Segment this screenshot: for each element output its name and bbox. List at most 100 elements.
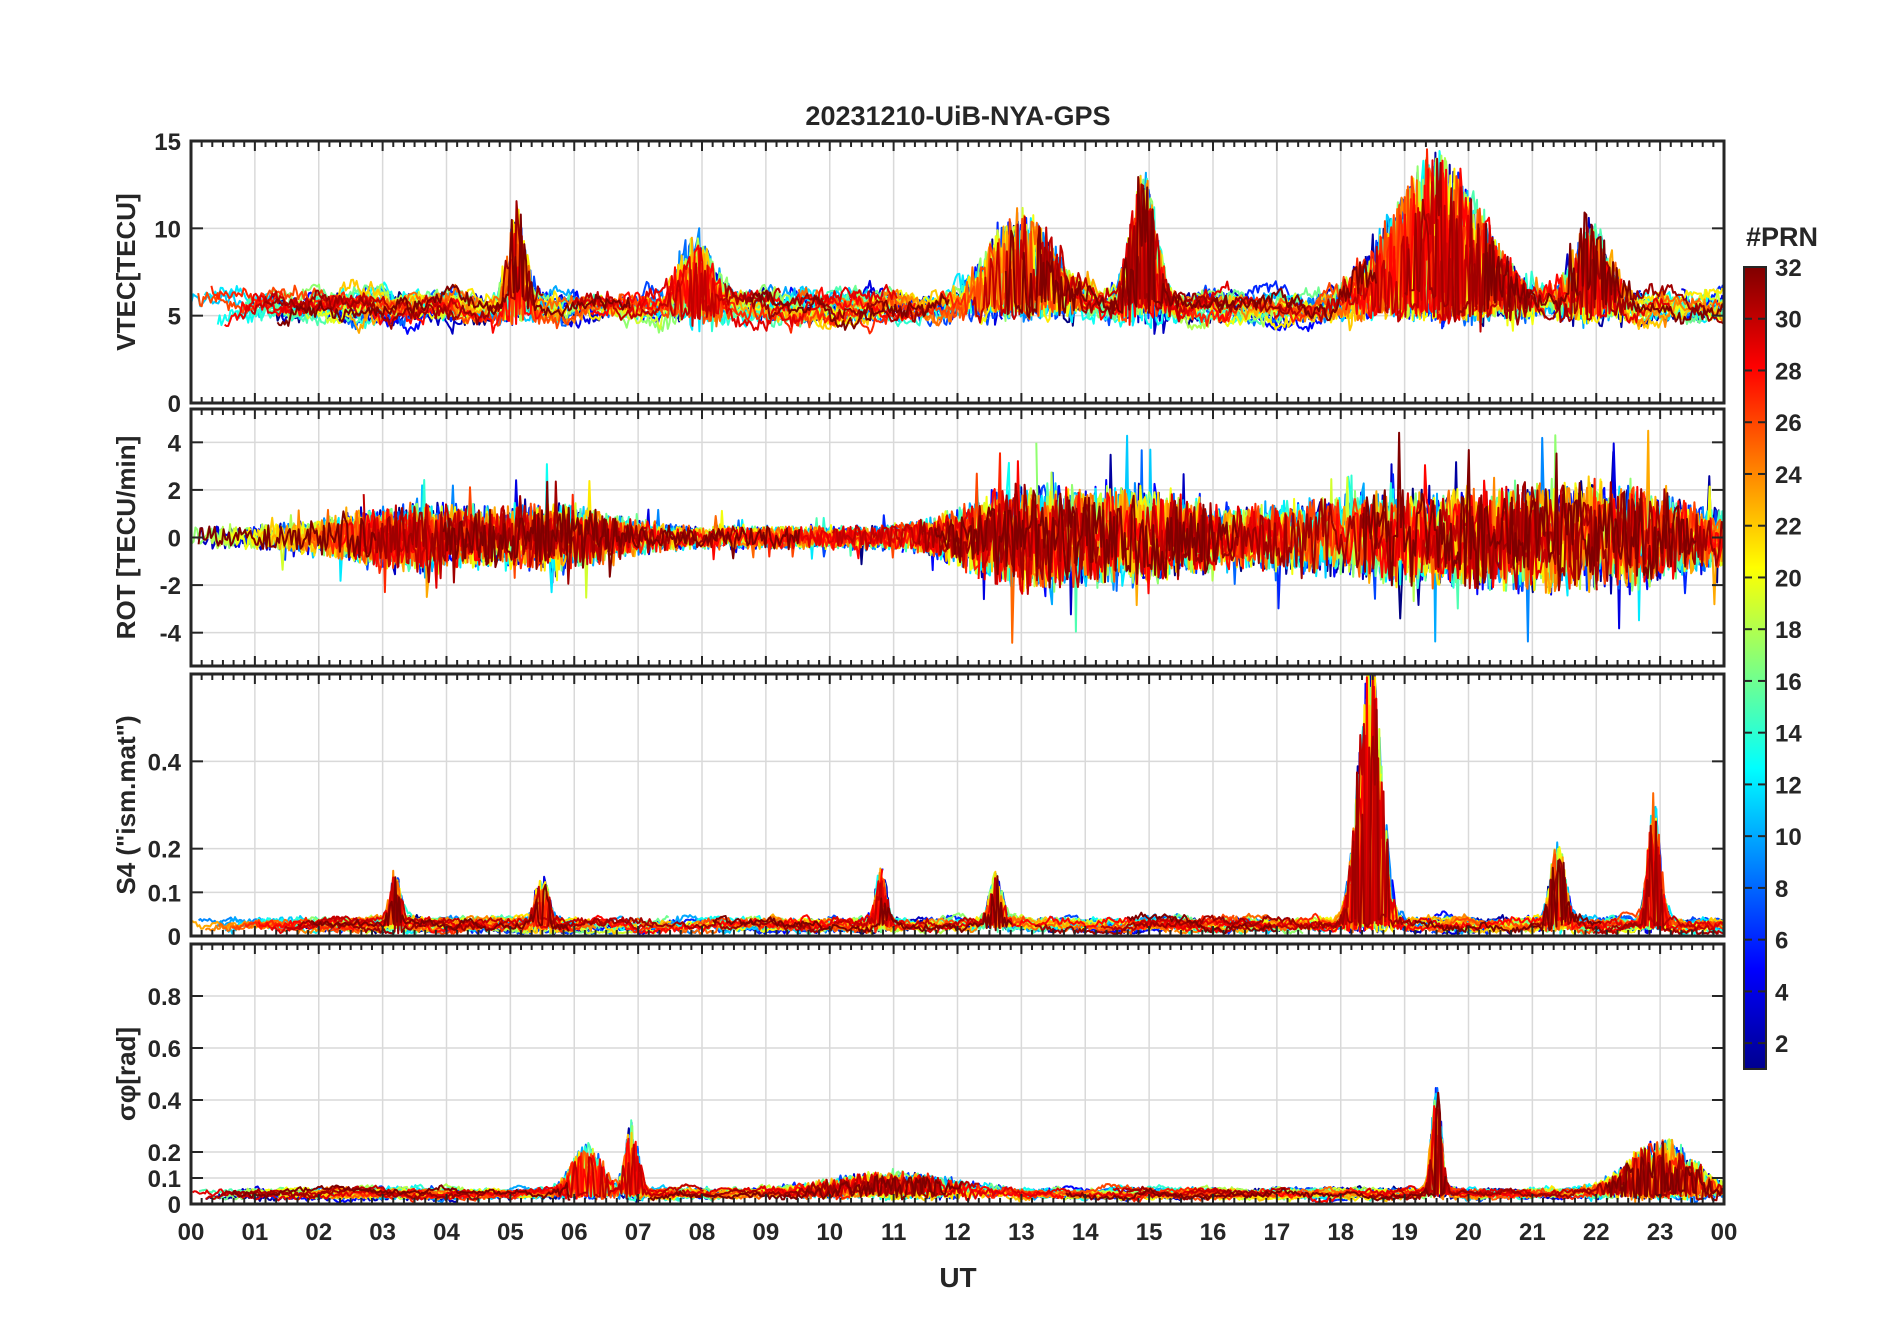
x-tick-label: 09: [753, 1219, 780, 1246]
x-tick-label: 13: [1008, 1219, 1035, 1246]
y-tick-label: -2: [160, 573, 181, 600]
chart-title: 20231210-UiB-NYA-GPS: [805, 101, 1110, 131]
y-tick-label: 0.1: [148, 880, 181, 907]
y-tick-label: -4: [160, 621, 182, 648]
colorbar-tick-label: 16: [1775, 669, 1802, 696]
series-prn-27-segment: [1161, 148, 1546, 327]
x-tick-label: 18: [1327, 1219, 1354, 1246]
y-tick-label: 0.4: [148, 749, 182, 776]
ticks: [190, 141, 1725, 403]
y-axis-label-rot: ROT [TECU/min]: [111, 436, 141, 640]
series-prn-32-segment: [1065, 1091, 1447, 1202]
x-tick-label: 19: [1391, 1219, 1418, 1246]
series-group: [191, 429, 1724, 644]
y-axis-label-s4: S4 ("ism.mat"): [111, 715, 141, 894]
colorbar-tick-label: 18: [1775, 617, 1802, 644]
series-prn-30-segment: [1100, 698, 1387, 935]
series-group: [191, 148, 1724, 335]
series-prn-32-segment: [1004, 176, 1378, 322]
series-prn-30-segment: [833, 877, 1000, 930]
series-prn-30-segment: [284, 882, 654, 931]
x-tick-label: 14: [1072, 1219, 1099, 1246]
colorbar-tick-label: 10: [1775, 824, 1802, 851]
y-tick-label: 0.1: [148, 1166, 181, 1193]
panel-vtec: 0 5 10 15 VTEC[TECU]: [111, 129, 1726, 418]
colorbar-gradient: [1743, 266, 1767, 1070]
y-tick-label: 0: [168, 1192, 181, 1219]
x-tick-label: 00: [178, 1219, 205, 1246]
colorbar-tick-label: 26: [1775, 410, 1802, 437]
x-tick-label: 08: [689, 1219, 716, 1246]
y-tick-label: 0: [168, 924, 181, 951]
series-prn-32-segment: [1483, 211, 1724, 325]
series-prn-31-segment: [1034, 708, 1417, 935]
colorbar-tick-label: 32: [1775, 255, 1802, 282]
y-tick-label: 0.4: [148, 1088, 182, 1115]
y-tick-label: 0: [168, 391, 181, 418]
x-tick-label: 04: [433, 1219, 460, 1246]
ticks: [190, 944, 1725, 1204]
series-group: [192, 1087, 1724, 1204]
series-prn-32-segment: [197, 510, 377, 559]
colorbar-tick-label: 28: [1775, 358, 1802, 385]
series-prn-32-segment: [442, 480, 801, 578]
colorbar-tick-label: 20: [1775, 565, 1802, 592]
series-prn-30-segment: [1592, 854, 1724, 935]
series-prn-29-segment: [1415, 159, 1672, 325]
x-tick-label: 10: [816, 1219, 843, 1246]
x-tick-label: 20: [1455, 1219, 1482, 1246]
series-prn-32-segment: [276, 213, 631, 327]
series-prn-32-segment: [1414, 859, 1602, 935]
series-prn-32-segment: [310, 876, 570, 932]
series-prn-31-segment: [376, 480, 737, 585]
colorbar-tick-label: 6: [1775, 928, 1788, 955]
y-tick-label: 0: [168, 526, 181, 553]
series-prn-32-segment: [749, 289, 950, 331]
series-prn-30-segment: [794, 1173, 980, 1199]
panel-rot: -4 -2 0 2 4 ROT [TECU/min]: [111, 407, 1726, 668]
colorbar-tick-label: 4: [1775, 979, 1789, 1006]
x-tick-label: 22: [1583, 1219, 1610, 1246]
colorbar-tick-label: 12: [1775, 772, 1802, 799]
y-axis-label-vtec: VTEC[TECU]: [111, 193, 141, 350]
colorbar-tick-label: 30: [1775, 307, 1802, 334]
x-tick-label: 17: [1264, 1219, 1291, 1246]
y-tick-label: 0.2: [148, 837, 181, 864]
y-tick-label: 0.6: [148, 1036, 181, 1063]
series-prn-30-segment: [565, 1143, 704, 1200]
series-prn-27-segment: [244, 894, 396, 933]
x-tick-label: 06: [561, 1219, 588, 1246]
colorbar-tick-label: 24: [1775, 462, 1802, 489]
y-tick-label: 4: [168, 430, 182, 457]
series-prn-26-segment: [197, 284, 373, 314]
series-prn-31-segment: [1370, 1103, 1720, 1202]
x-tick-label: 03: [369, 1219, 396, 1246]
x-tick-label: 11: [881, 1219, 906, 1246]
y-axis-label-sigma_phi: σφ[rad]: [111, 1027, 141, 1121]
colorbar-tick-label: 14: [1775, 721, 1802, 748]
colorbar-label: #PRN: [1746, 222, 1818, 252]
x-tick-label: 05: [497, 1219, 524, 1246]
y-tick-label: 10: [154, 216, 181, 243]
series-prn-32-segment: [1126, 911, 1278, 934]
x-tick-label: 15: [1136, 1219, 1163, 1246]
y-tick-label: 0.8: [148, 984, 181, 1011]
series-prn-31-segment: [1125, 1185, 1271, 1201]
x-tick-label: 16: [1200, 1219, 1227, 1246]
series-group: [191, 674, 1724, 935]
series-prn-32-segment: [231, 1182, 571, 1201]
series-prn-32-segment: [934, 489, 1239, 589]
panel-s4: 0 0.1 0.2 0.4 S4 ("ism.mat"): [111, 672, 1726, 951]
x-tick-label: 21: [1519, 1219, 1546, 1246]
y-tick-label: 15: [154, 129, 181, 156]
x-tick-label: 02: [305, 1219, 332, 1246]
series-prn-31-segment: [724, 283, 932, 323]
x-tick-label: 23: [1647, 1219, 1674, 1246]
y-tick-label: 5: [168, 304, 181, 331]
series-prn-31-segment: [1404, 157, 1724, 326]
